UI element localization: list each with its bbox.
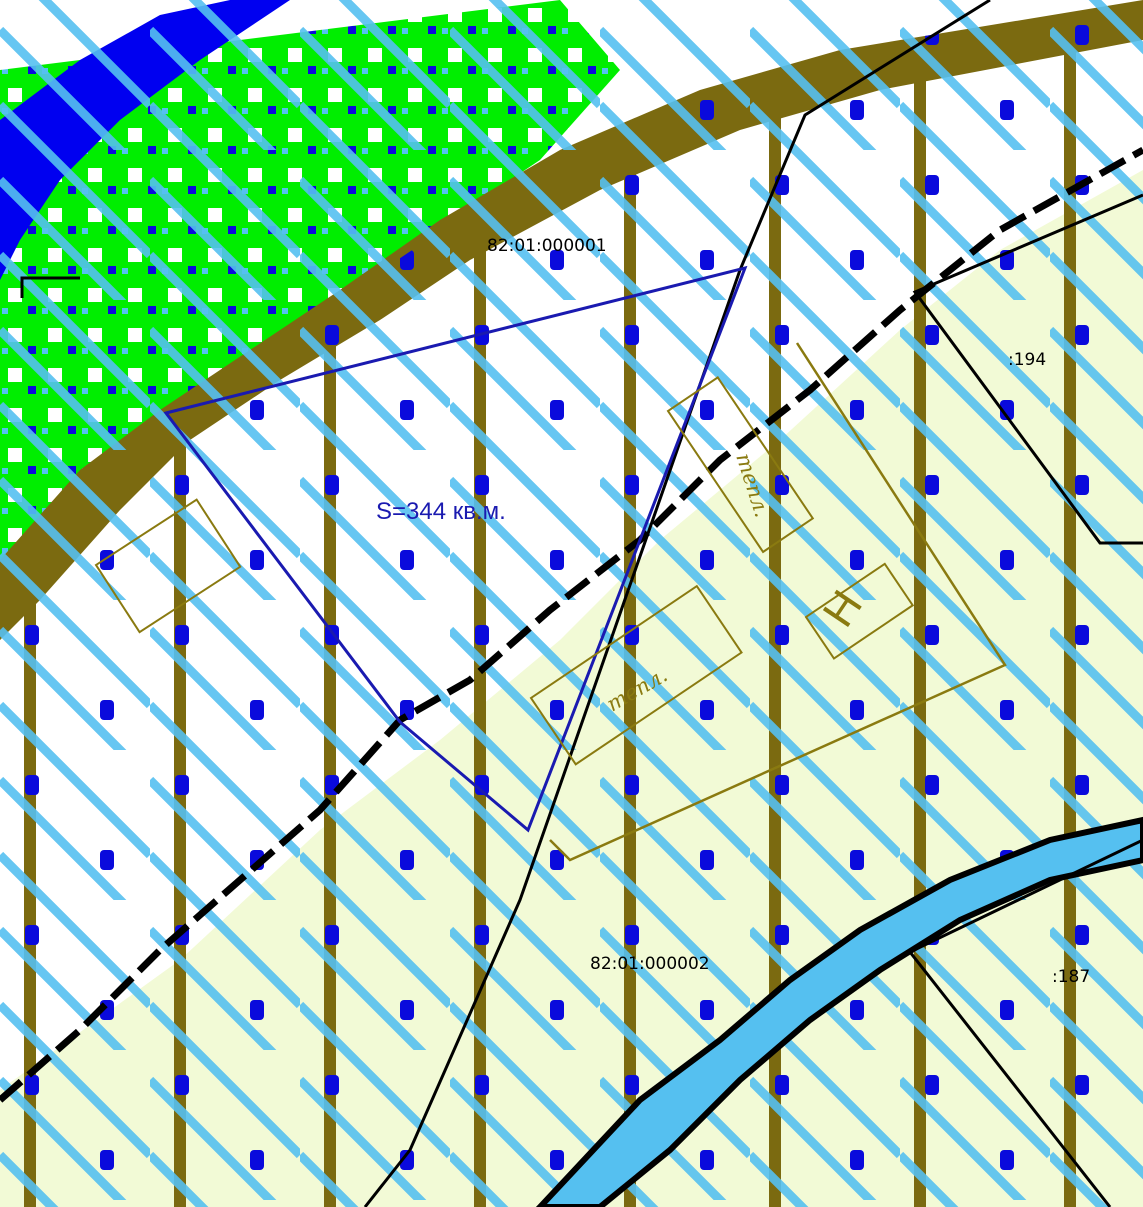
parcel-polygon[interactable] bbox=[163, 265, 748, 833]
cadastral-boundary-194 bbox=[912, 193, 1143, 545]
block-label-south: 82:01:000002 bbox=[590, 954, 710, 974]
structure-h-outline[interactable] bbox=[804, 562, 915, 660]
greenhouse-2-outline[interactable] bbox=[666, 376, 815, 554]
parcel-label-194: :194 bbox=[1008, 350, 1046, 370]
building-small-left[interactable] bbox=[94, 498, 242, 634]
fence-line bbox=[549, 342, 1007, 862]
greenhouse-1-outline[interactable] bbox=[529, 584, 743, 766]
parcel-label-187: :187 bbox=[1052, 967, 1090, 987]
block-label-north: 82:01:000001 bbox=[487, 236, 607, 256]
terrain-boundary-line bbox=[0, 146, 1143, 1103]
cadastral-boundary-main bbox=[363, 0, 991, 1207]
area-label: S=344 кв.м. bbox=[376, 498, 506, 525]
stream bbox=[535, 816, 1143, 1207]
cadastral-boundary-187 bbox=[907, 838, 1143, 1207]
corner-mark bbox=[20, 276, 80, 298]
